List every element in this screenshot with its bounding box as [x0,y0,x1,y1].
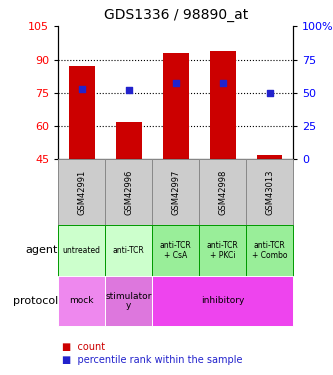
Text: GSM43013: GSM43013 [265,170,274,215]
Text: untreated: untreated [63,246,101,255]
Text: anti-TCR
+ Combo: anti-TCR + Combo [252,241,287,260]
Text: agent: agent [25,245,58,255]
Bar [163,53,188,159]
Point [220,81,225,87]
Bar [246,159,293,225]
Bar [58,159,105,225]
Text: anti-TCR
+ PKCi: anti-TCR + PKCi [207,241,238,260]
Text: inhibitory: inhibitory [201,296,244,305]
Bar [105,276,152,326]
Bar [105,225,152,276]
Bar [152,225,199,276]
Point [267,90,272,96]
Text: GSM42996: GSM42996 [124,170,133,215]
Bar [199,225,246,276]
Text: stimulator
y: stimulator y [106,292,152,310]
Title: GDS1336 / 98890_at: GDS1336 / 98890_at [104,9,248,22]
Text: ■  count: ■ count [62,342,105,352]
Point [126,87,131,93]
Point [79,86,84,92]
Bar [116,122,142,159]
Text: GSM42991: GSM42991 [77,170,86,215]
Bar [210,51,235,159]
Text: ■  percentile rank within the sample: ■ percentile rank within the sample [62,355,242,365]
Bar [246,225,293,276]
Bar [58,225,105,276]
Bar [69,66,95,159]
Bar [257,155,282,159]
Point [173,81,178,87]
Bar [199,159,246,225]
Bar [152,159,199,225]
Text: GSM42998: GSM42998 [218,170,227,215]
Bar [152,276,293,326]
Text: anti-TCR
+ CsA: anti-TCR + CsA [160,241,191,260]
Bar [58,276,105,326]
Text: mock: mock [70,296,94,305]
Text: anti-TCR: anti-TCR [113,246,145,255]
Text: protocol: protocol [13,296,58,306]
Text: GSM42997: GSM42997 [171,170,180,215]
Bar [105,159,152,225]
